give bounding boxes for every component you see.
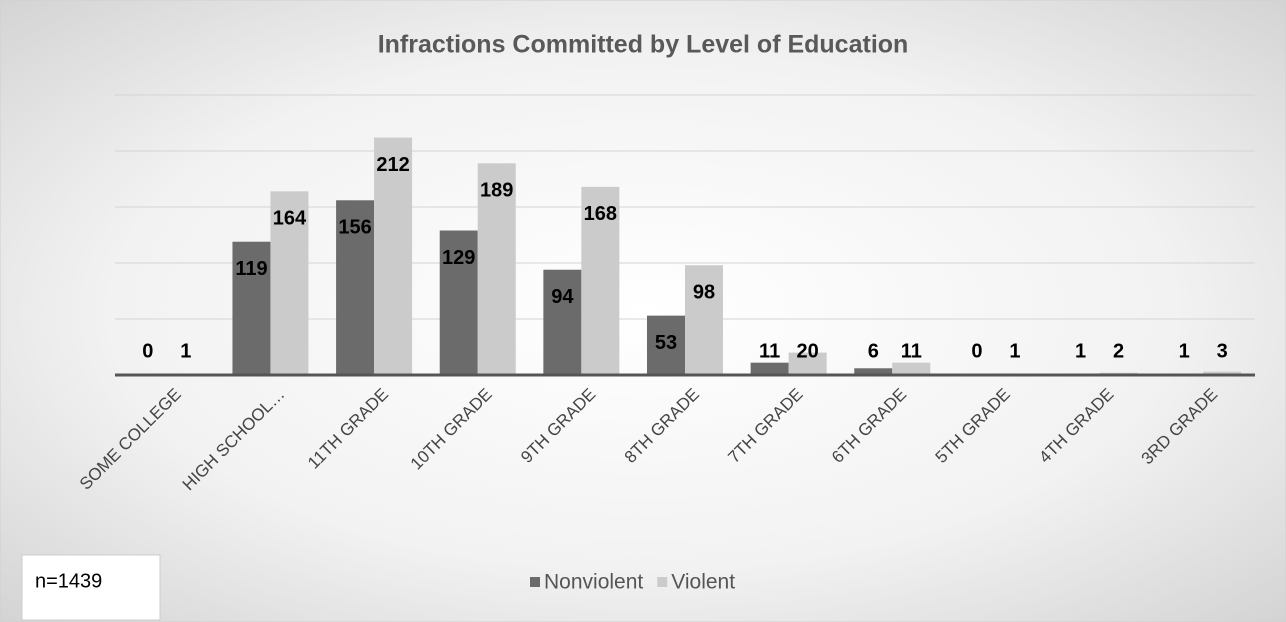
value-label: 1 (1075, 340, 1086, 362)
annotation-box (21, 554, 161, 621)
bar (270, 191, 309, 375)
value-label: 98 (693, 282, 715, 304)
value-label: 3 (1217, 340, 1228, 362)
legend-label: Nonviolent (544, 571, 643, 594)
value-label: 11 (759, 340, 780, 362)
bar (647, 315, 685, 375)
value-label: 156 (338, 217, 371, 239)
value-label: 1 (180, 340, 191, 362)
value-label: 2 (1113, 340, 1124, 362)
value-label: 212 (376, 154, 409, 176)
value-label: 129 (442, 247, 475, 269)
bar (374, 137, 413, 375)
bar (477, 163, 516, 375)
value-label: 0 (971, 340, 982, 362)
value-label: 1 (1179, 340, 1190, 362)
bar (439, 230, 478, 375)
annotation: n=1439 (35, 570, 102, 592)
bar (543, 269, 582, 375)
bar (854, 368, 893, 375)
value-label: 164 (273, 208, 307, 230)
chart-title: Infractions Committed by Level of Educat… (378, 31, 909, 59)
bar (232, 241, 271, 375)
legend-swatch (530, 577, 540, 587)
bar (336, 200, 375, 375)
bar (685, 265, 723, 375)
legend-label: Violent (671, 571, 735, 594)
bar (581, 186, 620, 375)
value-label: 168 (584, 203, 617, 225)
bar (1203, 371, 1242, 375)
value-label: 189 (480, 180, 513, 202)
value-label: 1 (1009, 340, 1020, 362)
value-label: 0 (142, 340, 153, 362)
value-label: 11 (901, 340, 922, 362)
value-label: 6 (868, 340, 879, 362)
bar (892, 362, 931, 375)
value-label: 20 (797, 340, 819, 362)
value-label: 94 (551, 286, 574, 308)
legend-swatch (657, 577, 668, 587)
bar (750, 362, 789, 375)
value-label: 53 (655, 332, 677, 354)
value-label: 119 (235, 258, 267, 280)
bar (788, 352, 827, 375)
